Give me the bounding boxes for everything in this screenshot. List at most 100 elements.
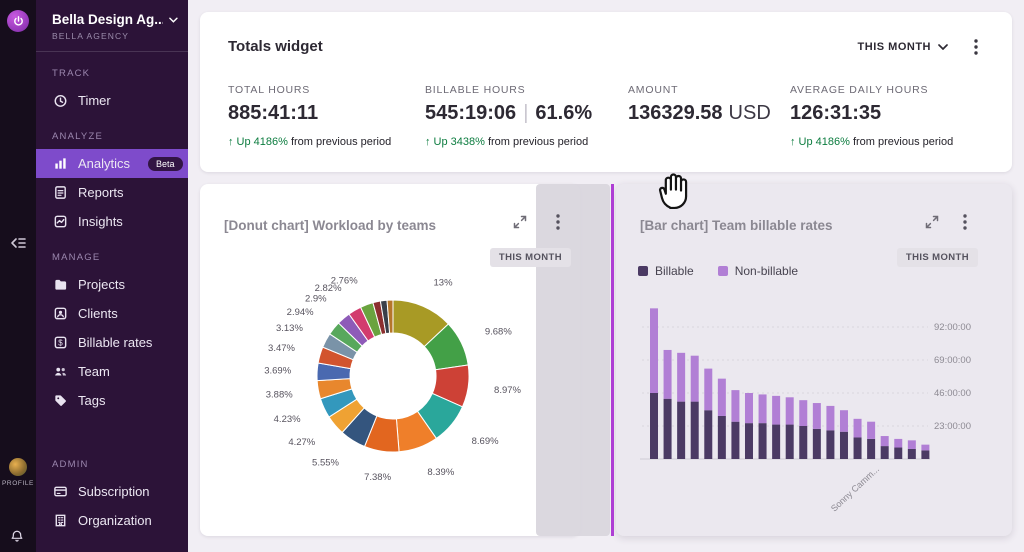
workspace-name: Bella Design Ag... (52, 12, 164, 27)
sidebar-item-organization[interactable]: Organization (36, 506, 188, 535)
bell-icon (11, 530, 23, 542)
chevron-down-icon (169, 17, 178, 23)
drop-insertion-line (611, 184, 614, 536)
stat-billable-hours: BILLABLE HOURS 545:19:06 | 61.6% ↑ Up 3438… (425, 84, 592, 148)
stat-label: BILLABLE HOURS (425, 84, 526, 96)
sidebar-item-billable-rates[interactable]: $ Billable rates (36, 328, 188, 357)
svg-text:8.39%: 8.39% (427, 467, 454, 478)
sidebar-item-tags[interactable]: Tags (36, 386, 188, 415)
folder-icon (52, 277, 68, 293)
stat-total-hours: TOTAL HOURS 885:41:11 ↑ Up 4186% from pre… (228, 84, 391, 148)
sidebar-item-label: Organization (78, 513, 152, 528)
svg-text:8.97%: 8.97% (494, 385, 521, 396)
divider: | (523, 102, 529, 124)
bar-card-title: [Bar chart] Team billable rates (640, 218, 833, 233)
totals-widget-card: Totals widget THIS MONTH TOTAL HOURS 885… (200, 12, 1012, 172)
legend-billable-label: Billable (655, 264, 694, 278)
expand-icon[interactable] (512, 214, 528, 230)
bar-chart-legend: Billable Non-billable (638, 264, 798, 278)
svg-text:4.27%: 4.27% (288, 437, 315, 448)
svg-text:Sonny Camm...: Sonny Camm... (829, 464, 881, 514)
svg-text:$: $ (58, 338, 63, 347)
notifications-button[interactable] (9, 528, 27, 544)
sidebar-item-label: Analytics (78, 156, 131, 171)
sidebar-item-clients[interactable]: Clients (36, 299, 188, 328)
svg-text:2.76%: 2.76% (331, 275, 358, 286)
profile-label: PROFILE (1, 480, 34, 487)
stat-label: AVERAGE DAILY HOURS (790, 84, 929, 96)
svg-text:2.94%: 2.94% (287, 307, 314, 318)
legend-nonbillable: Non-billable (717, 264, 798, 278)
stat-amount: AMOUNT 136329.58 USD (628, 84, 771, 125)
svg-text:46:00:00: 46:00:00 (934, 388, 971, 399)
svg-text:3.69%: 3.69% (264, 365, 291, 376)
workspace-org: BELLA AGENCY (52, 31, 129, 41)
sidebar-item-insights[interactable]: Insights (36, 207, 188, 236)
app-logo[interactable] (7, 10, 29, 32)
sidebar-item-timer[interactable]: Timer (36, 86, 188, 115)
section-manage: MANAGE (52, 252, 101, 263)
reports-icon (52, 185, 68, 201)
stat-value: 126:31:35 (790, 102, 882, 124)
stat-change: ↑ Up 4186% from previous period (228, 136, 392, 148)
collapse-sidebar-button[interactable] (8, 233, 28, 253)
kebab-menu-icon[interactable] (963, 214, 967, 230)
sidebar-item-subscription[interactable]: Subscription (36, 477, 188, 506)
totals-widget-title: Totals widget (228, 38, 323, 55)
donut-chart-card: [Donut chart] Workload by teams THIS MON… (200, 184, 580, 536)
legend-billable-swatch (638, 266, 648, 276)
svg-text:69:00:00: 69:00:00 (934, 355, 971, 366)
stat-label: AMOUNT (628, 84, 679, 96)
sidebar-item-reports[interactable]: Reports (36, 178, 188, 207)
analytics-icon (52, 156, 68, 172)
donut-chart[interactable]: 13% 9.68% 8.97% 8.69% 8.39% 7.38% 5.55% 4.27% 4.… (200, 260, 580, 536)
currency-unit: USD (728, 102, 771, 124)
sidebar-item-label: Subscription (78, 484, 150, 499)
insights-icon (52, 214, 68, 230)
svg-text:2.9%: 2.9% (305, 294, 327, 305)
billable-rates-icon: $ (52, 335, 68, 351)
section-track: TRACK (52, 68, 91, 79)
period-dropdown[interactable]: THIS MONTH (858, 41, 948, 53)
stat-change: ↑ Up 3438% from previous period (425, 136, 589, 148)
power-icon (13, 15, 23, 26)
svg-text:8.69%: 8.69% (472, 436, 499, 447)
period-badge: THIS MONTH (489, 248, 571, 267)
sidebar-item-label: Billable rates (78, 335, 153, 350)
sidebar-item-team[interactable]: Team (36, 357, 188, 386)
svg-text:2.82%: 2.82% (315, 283, 342, 294)
avatar (9, 458, 27, 476)
sidebar-item-label: Team (78, 364, 110, 379)
sidebar-item-analytics[interactable]: Analytics Beta (36, 149, 188, 178)
bar-chart-card[interactable]: [Bar chart] Team billable rates THIS MON… (616, 184, 1012, 536)
svg-text:7.38%: 7.38% (364, 472, 391, 483)
stat-value: 545:19:06 | 61.6% (425, 102, 593, 124)
tag-icon (52, 393, 68, 409)
svg-text:3.88%: 3.88% (266, 389, 293, 400)
credit-card-icon (52, 484, 68, 500)
drag-placeholder-strip (536, 184, 610, 536)
stat-change: ↑ Up 4186% from previous period (790, 136, 954, 148)
sidebar-item-projects[interactable]: Projects (36, 270, 188, 299)
section-admin: ADMIN (52, 459, 89, 470)
beta-badge: Beta (148, 156, 183, 171)
svg-text:13%: 13% (434, 277, 454, 288)
svg-text:4.23%: 4.23% (274, 414, 301, 425)
stat-label: TOTAL HOURS (228, 84, 311, 96)
app-rail: PROFILE (0, 0, 36, 552)
section-analyze: ANALYZE (52, 131, 103, 142)
profile-button[interactable]: PROFILE (0, 458, 36, 487)
sidebar-item-label: Clients (78, 306, 118, 321)
sidebar: Bella Design Ag... BELLA AGENCY TRACK Ti… (36, 0, 188, 552)
workspace-selector[interactable]: Bella Design Ag... BELLA AGENCY (36, 0, 188, 52)
kebab-menu-icon[interactable] (974, 38, 978, 55)
svg-text:3.13%: 3.13% (276, 323, 303, 334)
expand-icon[interactable] (924, 214, 940, 230)
svg-text:5.55%: 5.55% (312, 458, 339, 469)
team-icon (52, 364, 68, 380)
sidebar-item-label: Reports (78, 185, 124, 200)
bar-chart[interactable]: 92:00:00 69:00:00 46:00:00 23:00:00 Sonny Ca… (628, 280, 1000, 524)
client-icon (52, 306, 68, 322)
sidebar-item-label: Projects (78, 277, 125, 292)
kebab-menu-icon[interactable] (556, 214, 560, 230)
